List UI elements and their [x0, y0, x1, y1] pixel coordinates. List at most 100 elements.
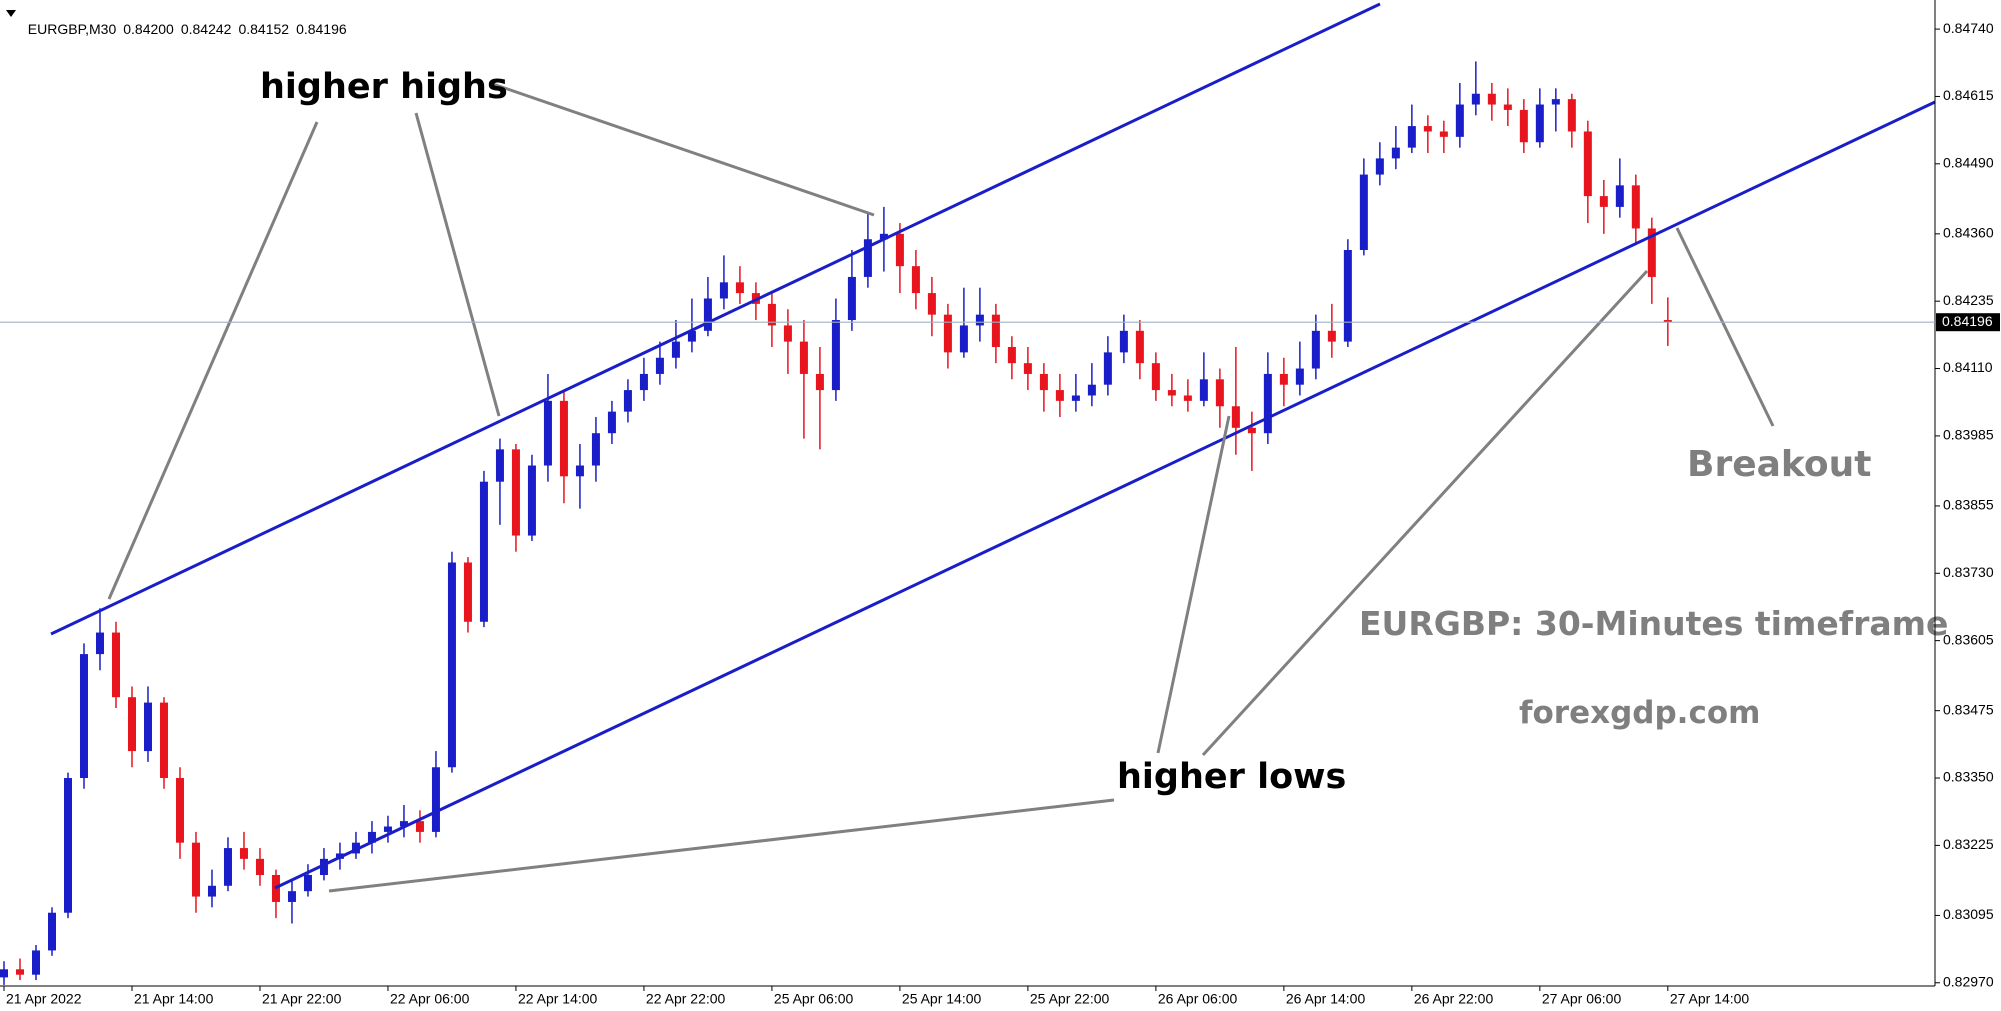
- candle-body: [511, 449, 520, 536]
- candle-body: [799, 341, 808, 374]
- candle-body: [63, 778, 72, 913]
- candle-body: [463, 562, 472, 622]
- x-tick-label: 21 Apr 22:00: [262, 991, 342, 1007]
- menu-arrow: [6, 10, 16, 17]
- y-tick-label: 0.84360: [1943, 225, 1994, 241]
- candle-body: [367, 831, 376, 843]
- candle-body: [1071, 395, 1080, 401]
- candle-body: [31, 950, 40, 975]
- x-tick-label: 26 Apr 14:00: [1286, 991, 1366, 1007]
- candle-body: [1439, 131, 1448, 137]
- y-tick-label: 0.84615: [1943, 87, 1994, 103]
- candle-body: [879, 233, 888, 240]
- candle-body: [687, 330, 696, 342]
- ohlc: 0.84152: [238, 21, 290, 37]
- candle-body: [159, 702, 168, 779]
- candle-body: [559, 400, 568, 477]
- y-tick-label: 0.83605: [1943, 631, 1994, 647]
- candle-body: [1119, 330, 1128, 353]
- candle-body: [959, 325, 968, 353]
- x-tick-label: 22 Apr 06:00: [390, 991, 470, 1007]
- candle-body: [1375, 158, 1384, 175]
- candle-body: [767, 303, 776, 326]
- candle-body: [943, 314, 952, 353]
- candle-body: [527, 465, 536, 536]
- pointer-line: [1675, 227, 1775, 427]
- candle-body: [655, 357, 664, 374]
- x-tick-label: 27 Apr 14:00: [1670, 991, 1750, 1007]
- candle-body: [1199, 379, 1208, 401]
- x-tick-label: 26 Apr 22:00: [1414, 991, 1494, 1007]
- candle-body: [1583, 131, 1592, 197]
- candle-body: [1007, 346, 1016, 364]
- candle-body: [863, 239, 872, 277]
- candle-body: [1295, 368, 1304, 385]
- annotation: higher lows: [1117, 757, 1346, 797]
- pointer-line: [1201, 269, 1649, 757]
- candle-body: [1087, 384, 1096, 396]
- candles: [0, 61, 1672, 985]
- candle-body: [1631, 185, 1640, 229]
- candle-body: [1391, 147, 1400, 159]
- candle-body: [399, 821, 408, 827]
- candle-body: [15, 969, 24, 975]
- candle-body: [1151, 363, 1160, 391]
- candle-body: [223, 848, 232, 886]
- bid-label-box: [1936, 313, 2000, 332]
- candle-body: [207, 885, 216, 897]
- candle-body: [607, 411, 616, 434]
- x-tick-label: 22 Apr 22:00: [646, 991, 726, 1007]
- candle-body: [1647, 228, 1656, 277]
- candle-body: [255, 858, 264, 876]
- candle-body: [1599, 196, 1608, 207]
- annotation: Breakout: [1687, 444, 1871, 485]
- candle-body: [719, 282, 728, 299]
- x-tick-label: 26 Apr 06:00: [1158, 991, 1238, 1007]
- candle-body: [1135, 330, 1144, 364]
- y-tick-label: 0.82970: [1943, 973, 1994, 989]
- pointer-line: [107, 121, 319, 600]
- candle-body: [911, 266, 920, 294]
- candle-body: [447, 562, 456, 768]
- x-tick-label: 25 Apr 14:00: [902, 991, 982, 1007]
- y-tick-label: 0.83985: [1943, 427, 1994, 443]
- candle-body: [543, 400, 552, 466]
- y-tick-label: 0.83095: [1943, 906, 1994, 922]
- candle-body: [1455, 104, 1464, 137]
- candle-body: [1039, 373, 1048, 391]
- y-tick-label: 0.84110: [1943, 359, 1993, 375]
- candle-body: [431, 767, 440, 832]
- x-tick-label: 25 Apr 06:00: [774, 991, 854, 1007]
- candle-body: [1183, 395, 1192, 401]
- candle-body: [1471, 93, 1480, 105]
- candle-body: [191, 842, 200, 897]
- pointer-line: [414, 112, 501, 417]
- candle-body: [975, 314, 984, 326]
- y-tick-label: 0.84740: [1943, 20, 1994, 36]
- candle-body: [671, 341, 680, 358]
- candle-body: [1535, 104, 1544, 143]
- candle-body: [79, 654, 88, 779]
- candle-body: [1551, 99, 1560, 105]
- x-tick-label: 27 Apr 06:00: [1542, 991, 1622, 1007]
- pointer-line: [328, 798, 1115, 893]
- candle-body: [127, 697, 136, 752]
- candle-body: [991, 314, 1000, 347]
- candle-body: [1519, 109, 1528, 143]
- candle-body: [1567, 99, 1576, 132]
- bid-label: 0.84196: [1942, 313, 1993, 329]
- y-tick-label: 0.84235: [1943, 292, 1994, 308]
- annotation: EURGBP: 30-Minutes timeframe: [1359, 604, 1948, 643]
- candle-body: [895, 233, 904, 267]
- candle-body: [1263, 373, 1272, 434]
- candle-body: [1055, 390, 1064, 401]
- header: EURGBP,M30 0.84200 0.84242 0.84152 0.84196: [20, 5, 354, 37]
- candle-body: [1407, 126, 1416, 148]
- candle-body: [1359, 174, 1368, 251]
- y-tick-label: 0.84490: [1943, 154, 1994, 170]
- candle-body: [927, 293, 936, 315]
- y-tick-label: 0.83475: [1943, 701, 1994, 717]
- candle-body: [639, 373, 648, 391]
- candle-body: [1167, 390, 1176, 396]
